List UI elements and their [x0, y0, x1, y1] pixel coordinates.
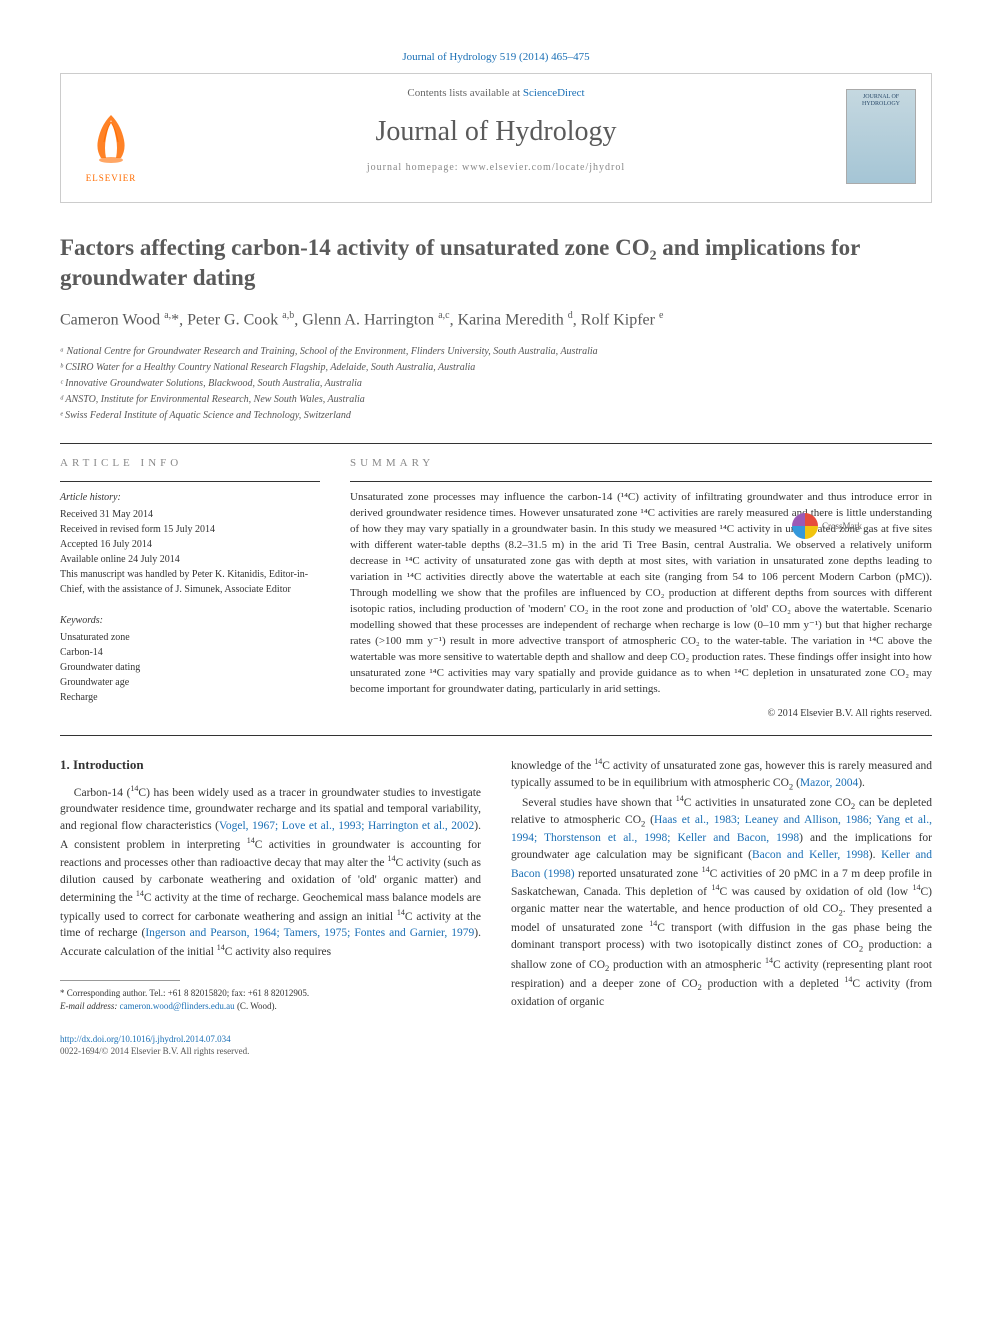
keyword-line: Groundwater age	[60, 675, 320, 690]
keyword-line: Unsaturated zone	[60, 630, 320, 645]
doi-link[interactable]: http://dx.doi.org/10.1016/j.jhydrol.2014…	[60, 1034, 231, 1044]
keywords-label: Keywords:	[60, 613, 320, 628]
sciencedirect-link[interactable]: ScienceDirect	[523, 87, 585, 99]
elsevier-logo[interactable]: ELSEVIER	[76, 94, 146, 184]
affiliation-line: ᶜ Innovative Groundwater Solutions, Blac…	[60, 376, 932, 391]
copyright-line: © 2014 Elsevier B.V. All rights reserved…	[350, 707, 932, 721]
journal-homepage-line: journal homepage: www.elsevier.com/locat…	[81, 161, 911, 175]
article-history: Article history: Received 31 May 2014Rec…	[60, 490, 320, 597]
divider-summary	[350, 481, 932, 482]
authors-line: Cameron Wood a,*, Peter G. Cook a,b, Gle…	[60, 309, 932, 332]
journal-name: Journal of Hydrology	[81, 112, 911, 151]
cover-thumb-title: JOURNAL OF HYDROLOGY	[851, 94, 911, 107]
summary-label: SUMMARY	[350, 456, 932, 471]
intro-text-col2: knowledge of the 14C activity of unsatur…	[511, 756, 932, 1010]
keywords-block: Keywords: Unsaturated zoneCarbon-14Groun…	[60, 613, 320, 705]
affiliation-line: ᵃ National Centre for Groundwater Resear…	[60, 344, 932, 359]
history-label: Article history:	[60, 490, 320, 505]
footnote-separator	[60, 980, 180, 981]
keyword-line: Groundwater dating	[60, 660, 320, 675]
contents-available-line: Contents lists available at ScienceDirec…	[81, 86, 911, 101]
intro-text-col1: Carbon-14 (14C) has been widely used as …	[60, 783, 481, 961]
history-line: This manuscript was handled by Peter K. …	[60, 567, 320, 597]
divider-info	[60, 481, 320, 482]
homepage-url[interactable]: www.elsevier.com/locate/jhydrol	[462, 162, 625, 173]
elsevier-tree-icon	[81, 108, 141, 168]
introduction-heading: 1. Introduction	[60, 756, 481, 774]
history-line: Received 31 May 2014	[60, 507, 320, 522]
issn-copyright: 0022-1694/© 2014 Elsevier B.V. All right…	[60, 1046, 249, 1056]
corresponding-author-note: * Corresponding author. Tel.: +61 8 8201…	[60, 987, 481, 1012]
history-line: Available online 24 July 2014	[60, 552, 320, 567]
journal-cover-thumb[interactable]: JOURNAL OF HYDROLOGY	[846, 89, 916, 184]
divider-bottom	[60, 735, 932, 736]
keyword-line: Carbon-14	[60, 645, 320, 660]
crossmark-badge[interactable]: CrossMark	[792, 513, 862, 539]
email-link[interactable]: cameron.wood@flinders.edu.au	[120, 1001, 235, 1011]
keyword-line: Recharge	[60, 690, 320, 705]
elsevier-name: ELSEVIER	[86, 172, 137, 185]
affiliation-line: ᵉ Swiss Federal Institute of Aquatic Sci…	[60, 408, 932, 423]
journal-header: ELSEVIER Contents lists available at Sci…	[60, 73, 932, 203]
crossmark-label: CrossMark	[822, 520, 862, 533]
citation-line: Journal of Hydrology 519 (2014) 465–475	[60, 50, 932, 65]
citation-link[interactable]: Journal of Hydrology 519 (2014) 465–475	[402, 51, 589, 63]
email-label: E-mail address:	[60, 1001, 120, 1011]
affiliation-line: ᵇ CSIRO Water for a Healthy Country Nati…	[60, 360, 932, 375]
history-line: Accepted 16 July 2014	[60, 537, 320, 552]
affiliation-line: ᵈ ANSTO, Institute for Environmental Res…	[60, 392, 932, 407]
corresponding-line: * Corresponding author. Tel.: +61 8 8201…	[60, 987, 481, 1000]
footer-bar: http://dx.doi.org/10.1016/j.jhydrol.2014…	[60, 1033, 932, 1058]
email-suffix: (C. Wood).	[235, 1001, 277, 1011]
article-info-label: ARTICLE INFO	[60, 456, 320, 471]
affiliations-block: ᵃ National Centre for Groundwater Resear…	[60, 344, 932, 423]
article-title: Factors affecting carbon-14 activity of …	[60, 233, 932, 293]
divider-top	[60, 443, 932, 444]
crossmark-icon	[792, 513, 818, 539]
history-line: Received in revised form 15 July 2014	[60, 522, 320, 537]
